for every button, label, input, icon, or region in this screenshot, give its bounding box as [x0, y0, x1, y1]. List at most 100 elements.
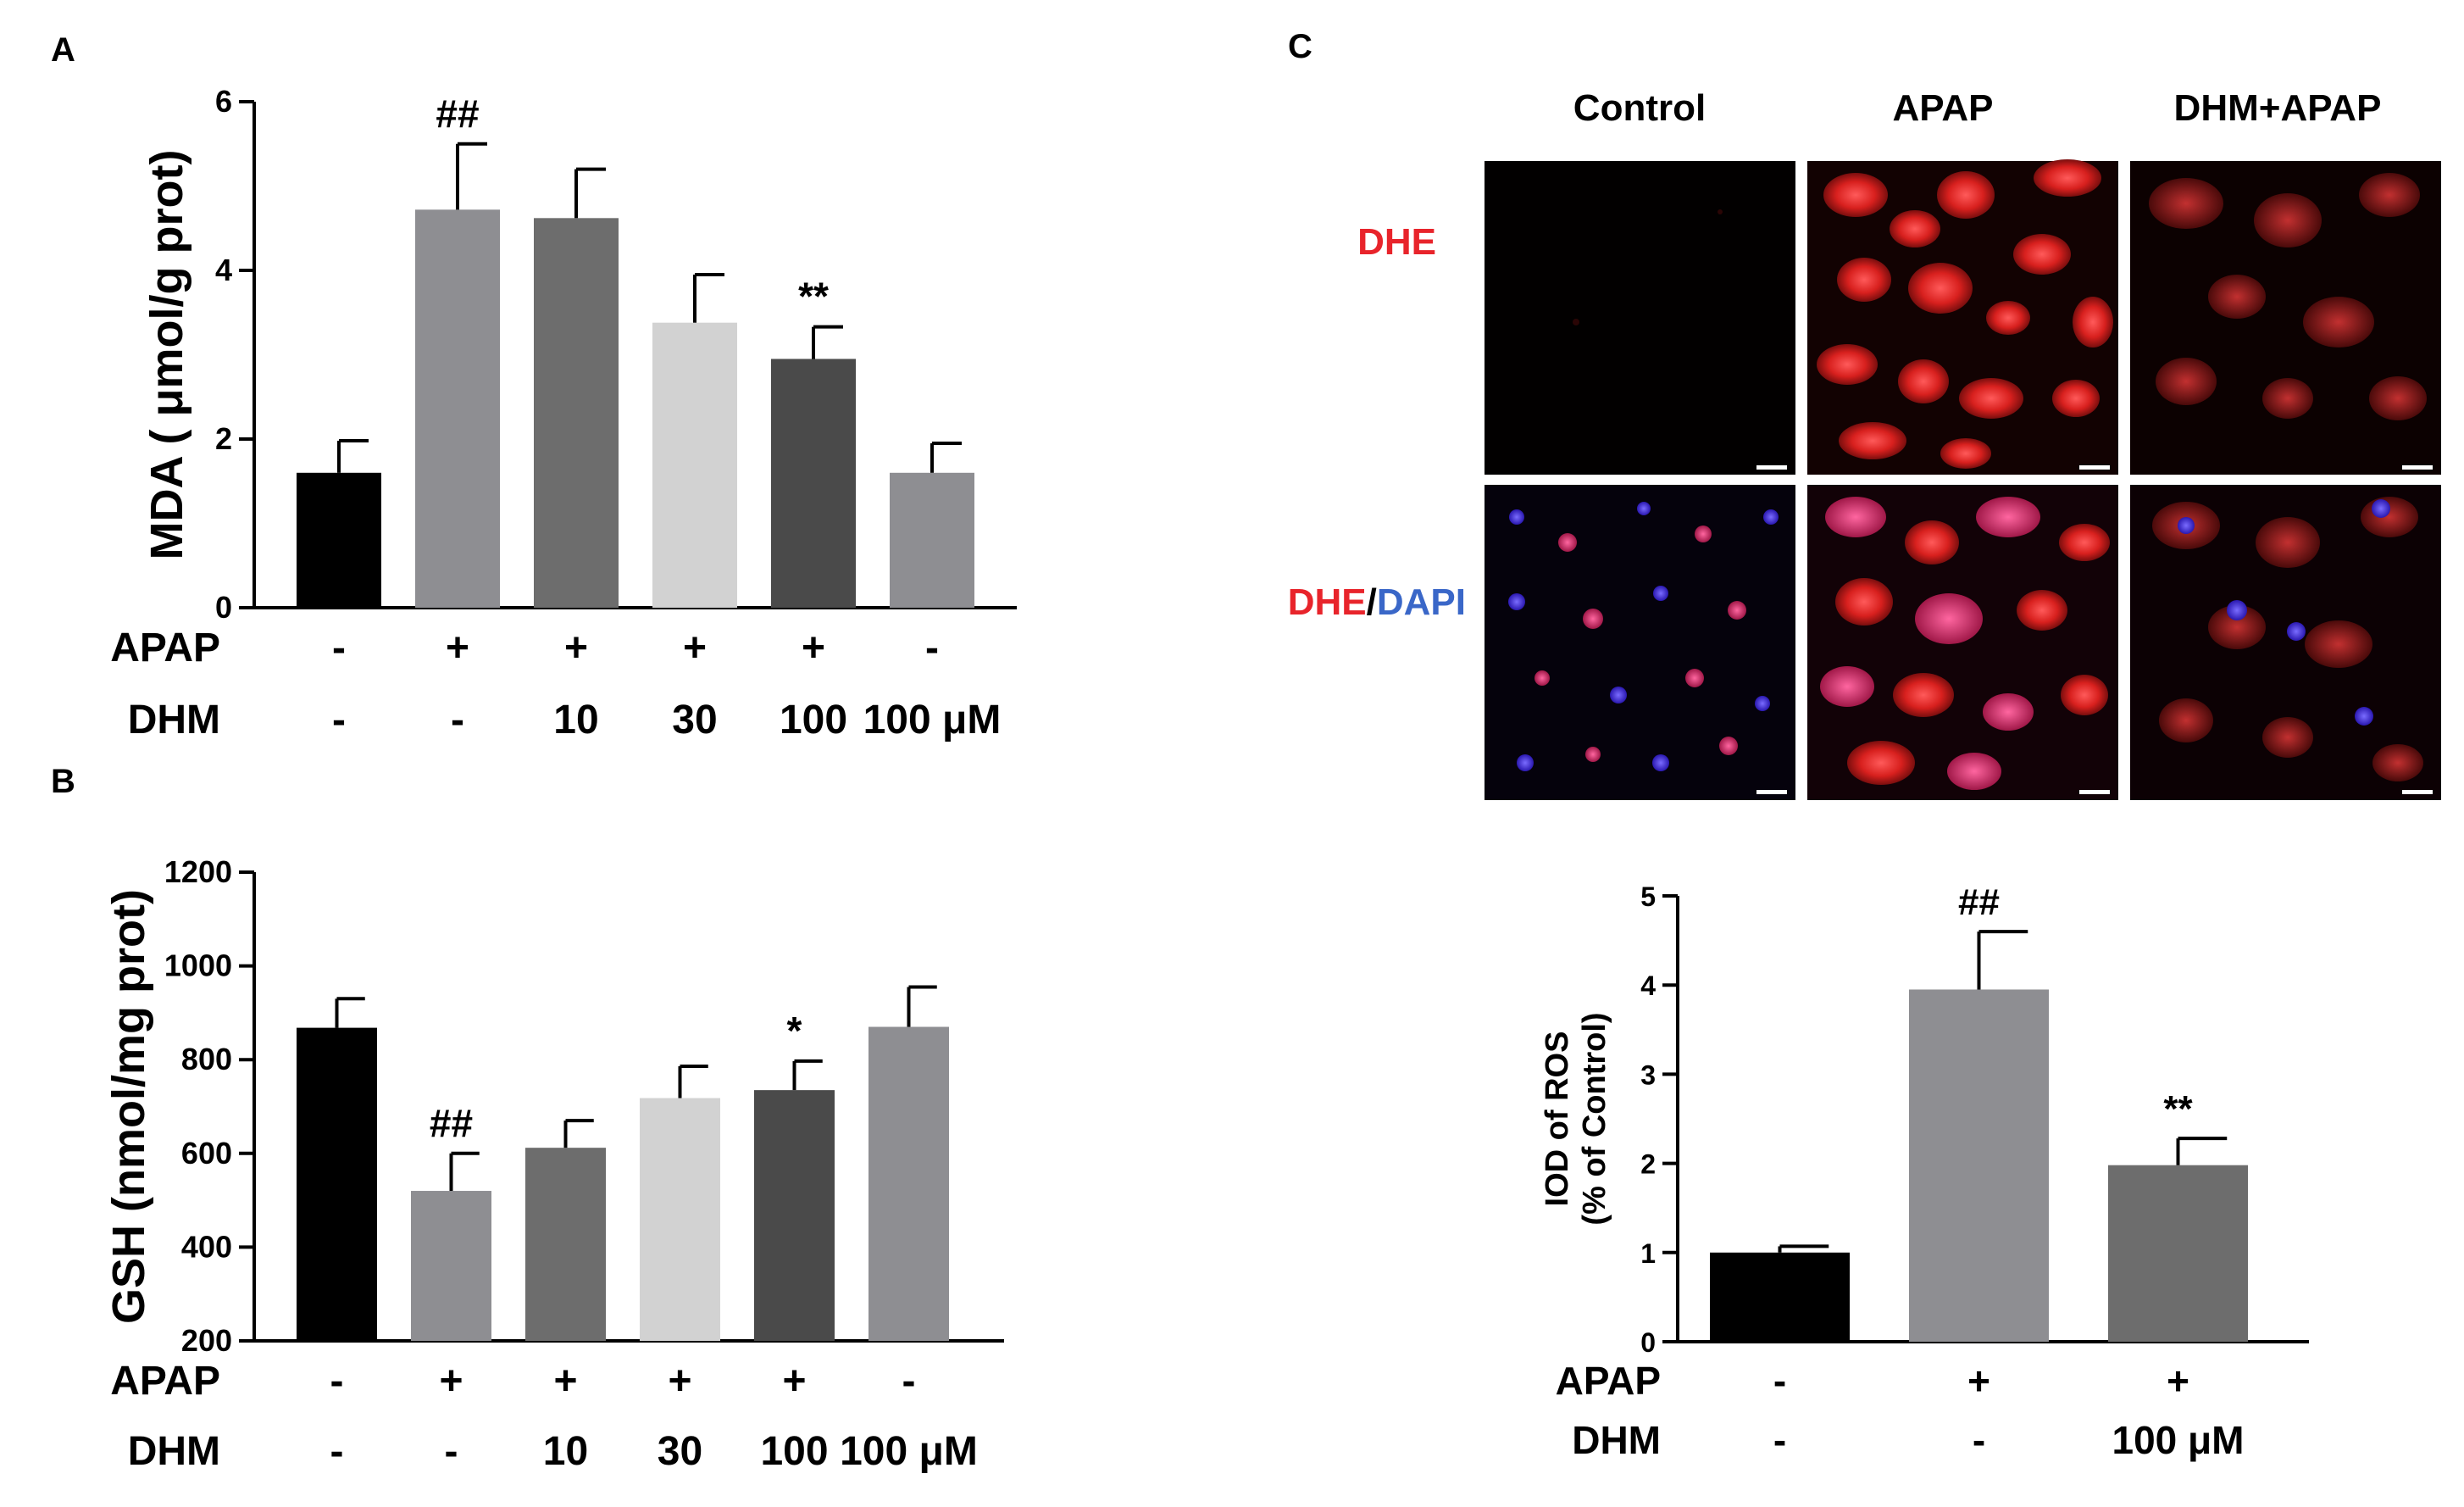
row-label: APAP — [1556, 1359, 1661, 1403]
row-value: + — [668, 1359, 691, 1404]
panel-letter-b: B — [51, 763, 75, 800]
bar — [411, 1191, 491, 1341]
row-value: - — [332, 626, 346, 670]
bar — [297, 1027, 377, 1341]
row-value: - — [902, 1359, 916, 1404]
micrograph-dhe-apap — [1807, 159, 2118, 475]
row-value: - — [1973, 1418, 1985, 1462]
bar — [1710, 1252, 1850, 1342]
bar — [771, 359, 856, 608]
y-tick-label: 6 — [215, 84, 232, 119]
micrograph-column-control: Control — [1573, 87, 1706, 129]
y-tick-label: 0 — [1640, 1327, 1656, 1358]
y-axis-title-c: (% of Control) — [1577, 1012, 1612, 1225]
significance-label: ** — [798, 275, 829, 319]
y-tick-label: 600 — [181, 1136, 232, 1171]
row-label-part-dhe: DHE — [1288, 581, 1367, 623]
row-value: 100 μM — [2112, 1418, 2245, 1462]
bar — [534, 218, 619, 608]
row-value: - — [1773, 1359, 1786, 1403]
y-tick-label: 2 — [215, 421, 232, 456]
row-label-part-dapi: DAPI — [1377, 581, 1466, 623]
row-label-part-slash: / — [1367, 581, 1377, 623]
micrograph-dhe-control — [1485, 161, 1795, 475]
row-value: + — [683, 626, 707, 670]
panel-letter-a: A — [51, 31, 75, 69]
bar — [415, 209, 500, 609]
row-value: 100 — [780, 698, 847, 742]
significance-label: ## — [436, 92, 479, 136]
y-axis-title-a: MDA ( μmol/g prot) — [142, 150, 192, 560]
micrograph-dhe-dapi-dhm-apap — [2130, 485, 2441, 800]
micrograph-dhe-dhm-apap — [2130, 161, 2441, 475]
row-value: 10 — [553, 698, 598, 742]
bar — [754, 1090, 835, 1341]
y-tick-label: 1200 — [164, 854, 232, 889]
bar — [869, 1026, 949, 1341]
row-value: 100 μM — [840, 1429, 978, 1474]
y-axis-title-c: IOD of ROS — [1540, 1032, 1575, 1207]
row-value: - — [451, 698, 464, 742]
row-value: - — [332, 698, 346, 742]
significance-label: ## — [430, 1101, 473, 1145]
row-label: DHM — [128, 1429, 220, 1474]
y-tick-label: 800 — [181, 1042, 232, 1076]
panel-letter-c: C — [1288, 28, 1312, 65]
bar — [2108, 1165, 2248, 1342]
row-value: 100 μM — [863, 698, 1002, 742]
y-tick-label: 3 — [1640, 1059, 1656, 1090]
row-value: + — [553, 1359, 577, 1404]
micrograph-panel: Control APAP DHM+APAP DHE DHE/DAPI — [1288, 87, 2441, 800]
micrograph-dhe-dapi-apap — [1807, 485, 2118, 800]
y-tick-label: 4 — [215, 253, 232, 287]
bar — [890, 472, 974, 608]
row-value: + — [802, 626, 825, 670]
row-label: APAP — [110, 1359, 220, 1404]
micrograph-row-label-dhe: DHE — [1357, 221, 1436, 263]
chart-c: 0 1 2 3 4 5 IOD of ROS (% of Control) ## ** APAP - +… — [1540, 881, 2309, 1462]
y-tick-label: 1 — [1640, 1238, 1656, 1269]
y-tick-label: 0 — [215, 590, 232, 625]
row-value: 30 — [658, 1429, 702, 1474]
row-value: + — [446, 626, 469, 670]
bar — [640, 1098, 720, 1341]
row-label: DHM — [128, 698, 220, 742]
y-tick-label: 2 — [1640, 1149, 1656, 1180]
row-value: 30 — [672, 698, 717, 742]
y-tick-label: 5 — [1640, 881, 1656, 912]
row-value: + — [439, 1359, 463, 1404]
micrograph-column-apap: APAP — [1893, 87, 1994, 129]
bar — [297, 472, 381, 608]
chart-a: 0 2 4 6 MDA ( μmol/g prot) ## ** APAP - + + + + - DHM -… — [110, 84, 1017, 742]
y-tick-label: 400 — [181, 1229, 232, 1264]
row-label: APAP — [110, 626, 220, 670]
y-axis-title-b: GSH (nmol/mg prot) — [103, 889, 154, 1324]
y-tick-label: 4 — [1640, 970, 1656, 1001]
micrograph-dhe-dapi-control — [1485, 485, 1795, 800]
micrograph-row-label-dhe-dapi: DHE/DAPI — [1288, 581, 1466, 623]
row-value: + — [2167, 1359, 2189, 1403]
y-tick-label: 200 — [181, 1323, 232, 1358]
significance-label: ** — [2163, 1088, 2193, 1130]
row-value: + — [1967, 1359, 1990, 1403]
row-value: 10 — [543, 1429, 588, 1474]
row-value: + — [564, 626, 588, 670]
bar — [652, 322, 737, 608]
micrograph-column-dhm-apap: DHM+APAP — [2174, 87, 2382, 129]
row-value: - — [1773, 1418, 1786, 1462]
row-label-part-dhe: DHE — [1357, 221, 1436, 263]
row-value: - — [925, 626, 939, 670]
row-value: 100 — [760, 1429, 828, 1474]
bar — [1909, 989, 2049, 1342]
row-value: - — [330, 1429, 344, 1474]
significance-label: ## — [1958, 881, 2000, 923]
significance-label: * — [787, 1009, 802, 1053]
row-value: + — [782, 1359, 806, 1404]
row-label: DHM — [1572, 1418, 1661, 1462]
row-value: - — [330, 1359, 344, 1404]
y-tick-label: 1000 — [164, 948, 232, 983]
row-value: - — [445, 1429, 458, 1474]
bar — [525, 1148, 606, 1341]
chart-b: 200 400 600 800 1000 1200 GSH (nmol/mg prot) ##… — [103, 854, 1004, 1474]
